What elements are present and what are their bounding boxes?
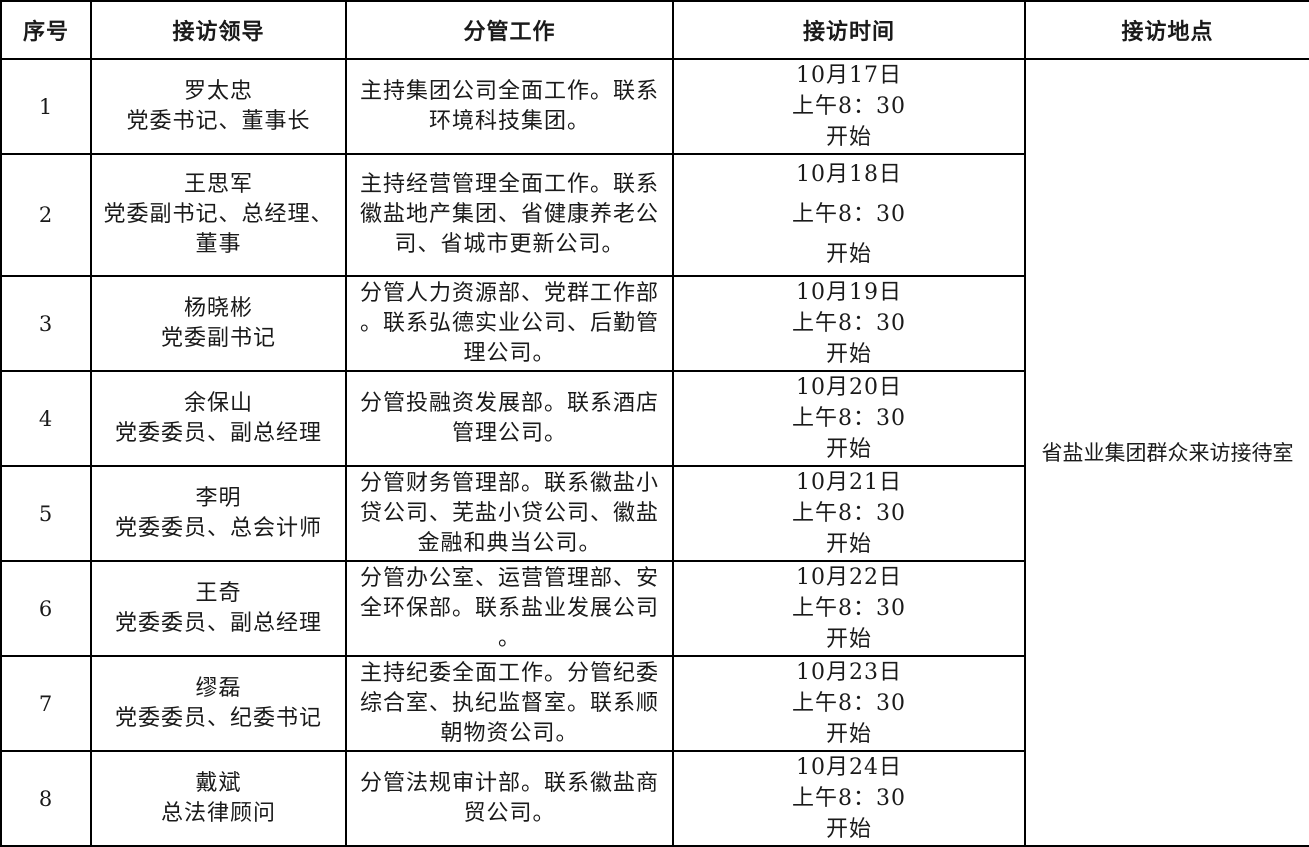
leader-cell: 李明 党委委员、总会计师: [90, 465, 347, 562]
time-cell: 10月17日 上午8：30 开始: [672, 58, 1026, 155]
header-row: 序号 接访领导 分管工作 接访时间 接访地点: [0, 0, 1309, 60]
row-index: 5: [0, 465, 92, 562]
work-cell: 分管办公室、运营管理部、安 全环保部。联系盐业发展公司 。: [345, 560, 674, 657]
leader-cell: 杨晓彬 党委副书记: [90, 275, 347, 372]
table-row: 1 罗太忠 党委书记、董事长 主持集团公司全面工作。联系 环境科技集团。 10月…: [0, 58, 1309, 847]
leader-cell: 余保山 党委委员、副总经理: [90, 370, 347, 467]
time-cell: 10月23日 上午8：30 开始: [672, 655, 1026, 752]
row-index: 1: [0, 58, 92, 155]
work-cell: 分管财务管理部。联系徽盐小 贷公司、芜盐小贷公司、徽盐 金融和典当公司。: [345, 465, 674, 562]
row-index: 4: [0, 370, 92, 467]
header-duty: 分管工作: [345, 0, 674, 60]
work-cell: 分管法规审计部。联系徽盐商 贸公司。: [345, 750, 674, 847]
work-cell: 分管投融资发展部。联系酒店 管理公司。: [345, 370, 674, 467]
table-row: 5 李明 党委委员、总会计师 分管财务管理部。联系徽盐小 贷公司、芜盐小贷公司、…: [0, 465, 1309, 562]
row-index: 2: [0, 153, 92, 277]
header-location: 接访地点: [1024, 0, 1309, 60]
work-cell: 主持经营管理全面工作。联系 徽盐地产集团、省健康养老公 司、省城市更新公司。: [345, 153, 674, 277]
row-index: 6: [0, 560, 92, 657]
time-cell: 10月21日 上午8：30 开始: [672, 465, 1026, 562]
time-cell: 10月18日 上午8：30 开始: [672, 153, 1026, 277]
work-cell: 分管人力资源部、党群工作部 。联系弘德实业公司、后勤管 理公司。: [345, 275, 674, 372]
leader-cell: 缪磊 党委委员、纪委书记: [90, 655, 347, 752]
row-index: 8: [0, 750, 92, 847]
table-row: 2 王思军 党委副书记、总经理、 董事 主持经营管理全面工作。联系 徽盐地产集团…: [0, 153, 1309, 277]
time-cell: 10月20日 上午8：30 开始: [672, 370, 1026, 467]
leader-cell: 罗太忠 党委书记、董事长: [90, 58, 347, 155]
table-row: 6 王奇 党委委员、副总经理 分管办公室、运营管理部、安 全环保部。联系盐业发展…: [0, 560, 1309, 657]
work-cell: 主持纪委全面工作。分管纪委 综合室、执纪监督室。联系顺 朝物资公司。: [345, 655, 674, 752]
header-time: 接访时间: [672, 0, 1026, 60]
row-index: 3: [0, 275, 92, 372]
header-index: 序号: [0, 0, 92, 60]
work-cell: 主持集团公司全面工作。联系 环境科技集团。: [345, 58, 674, 155]
leader-cell: 戴斌 总法律顾问: [90, 750, 347, 847]
header-leader: 接访领导: [90, 0, 347, 60]
leader-cell: 王思军 党委副书记、总经理、 董事: [90, 153, 347, 277]
time-cell: 10月22日 上午8：30 开始: [672, 560, 1026, 657]
table-row: 3 杨晓彬 党委副书记 分管人力资源部、党群工作部 。联系弘德实业公司、后勤管 …: [0, 275, 1309, 372]
table-row: 4 余保山 党委委员、副总经理 分管投融资发展部。联系酒店 管理公司。 10月2…: [0, 370, 1309, 467]
time-cell: 10月24日 上午8：30 开始: [672, 750, 1026, 847]
table-row: 7 缪磊 党委委员、纪委书记 主持纪委全面工作。分管纪委 综合室、执纪监督室。联…: [0, 655, 1309, 752]
leader-cell: 王奇 党委委员、副总经理: [90, 560, 347, 657]
row-index: 7: [0, 655, 92, 752]
location-cell: 省盐业集团群众来访接待室: [1024, 58, 1309, 847]
time-cell: 10月19日 上午8：30 开始: [672, 275, 1026, 372]
